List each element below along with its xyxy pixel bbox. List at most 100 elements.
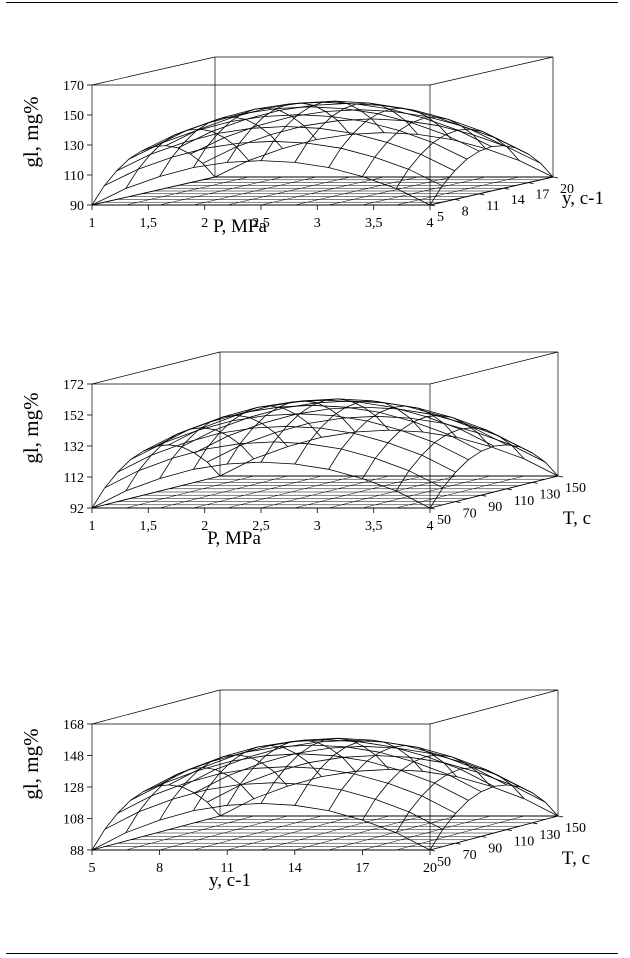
y-tick-mark [479, 193, 485, 196]
surface-wire-row [190, 109, 529, 155]
surface-wire-row [168, 737, 507, 786]
surface-wire-row [219, 768, 559, 817]
surface-wire-row [219, 429, 559, 477]
surface-wire-col [362, 116, 486, 177]
y-tick-label: 20 [560, 182, 574, 197]
x-tick-label: 1,5 [140, 216, 158, 231]
surface-wire-row [194, 406, 533, 454]
surface-wire-col [362, 414, 491, 479]
y-tick-label: 50 [437, 855, 451, 870]
surface-wire-col [429, 444, 559, 509]
z-tick-label: 92 [70, 502, 84, 517]
z-tick-label: 112 [64, 471, 84, 486]
surface-wire-row [130, 413, 469, 461]
y-tick-label: 150 [565, 481, 586, 496]
z-tick-label: 172 [63, 378, 84, 393]
y-tick-label: 90 [488, 500, 502, 515]
y-tick-label: 11 [486, 199, 499, 214]
x-tick-label: 4 [427, 519, 434, 534]
y-tick-mark [455, 501, 461, 503]
x-tick-label: 2 [201, 519, 208, 534]
y-tick-mark [429, 507, 436, 510]
y-tick-label: 150 [565, 821, 586, 836]
y-tick-label: 50 [437, 513, 451, 528]
y-tick-mark [506, 488, 512, 491]
y-tick-mark [429, 204, 436, 207]
y-tick-mark [454, 199, 460, 201]
x-axis-label: y, c-1 [209, 870, 251, 891]
x-tick-label: 1 [89, 216, 96, 231]
y-tick-label: 8 [462, 204, 469, 219]
surface-wire-col [91, 145, 216, 206]
x-tick-label: 3,5 [365, 519, 383, 534]
z-tick-label: 110 [64, 169, 84, 184]
surface-wire-col [159, 414, 288, 479]
box-edge-top [91, 351, 221, 385]
y-tick-mark [528, 182, 534, 184]
y-axis-label: T, c [563, 508, 591, 529]
surface-wire-col [193, 107, 317, 168]
y-tick-label: 14 [511, 193, 525, 208]
y-tick-mark [557, 475, 564, 478]
surface-wire-col [328, 107, 452, 168]
y-tick-mark [506, 829, 512, 831]
z-axis-label: gl, mg% [19, 728, 43, 799]
z-tick-label: 150 [63, 109, 84, 124]
y-tick-label: 130 [539, 487, 560, 502]
surface-wire-col [395, 427, 525, 492]
z-tick-label: 108 [63, 813, 84, 828]
y-tick-mark [481, 494, 487, 497]
x-tick-label: 3 [314, 519, 321, 534]
surface-wire-row [168, 398, 507, 446]
surface-wire-row [207, 755, 546, 803]
surface-wire-col [125, 767, 255, 833]
y-tick-mark [532, 482, 538, 484]
surface-wire-row [130, 753, 469, 801]
x-tick-label: 5 [89, 861, 96, 876]
x-tick-label: 3,5 [365, 216, 383, 231]
surface-wire-col [362, 754, 491, 821]
surface-wire-row [155, 739, 495, 787]
box-edge-top [429, 689, 559, 725]
z-tick-label: 128 [63, 781, 84, 796]
surface-wire-col [260, 100, 385, 161]
surface-wire-col [226, 400, 356, 465]
box-edge-top [429, 351, 559, 385]
surface-wire-col [328, 405, 457, 470]
top-rule [6, 2, 618, 3]
surface-chart-2: 1 1,5 2 2,5 3 3,5 4 50 70 90 110 130 150 92 112 132 152 1… [0, 316, 630, 616]
y-tick-label: 110 [514, 835, 534, 850]
surface-wire-col [91, 444, 221, 509]
x-tick-label: 1 [89, 519, 96, 534]
surface-wire-col [226, 102, 351, 163]
x-axis-label: P, MPa [207, 528, 261, 549]
y-tick-mark [455, 842, 461, 845]
x-tick-label: 1,5 [140, 519, 158, 534]
x-tick-label: 2,5 [252, 519, 270, 534]
surface-wire-col [294, 739, 424, 806]
y-tick-label: 70 [463, 507, 477, 522]
z-tick-label: 170 [63, 79, 84, 94]
z-tick-label: 90 [70, 199, 84, 214]
x-tick-label: 17 [355, 861, 369, 876]
surface-wire-col [294, 400, 424, 465]
y-tick-label: 130 [539, 828, 560, 843]
y-tick-mark [532, 822, 538, 825]
z-tick-label: 148 [63, 750, 84, 765]
y-tick-label: 5 [437, 210, 444, 225]
surface-wire-col [193, 745, 322, 811]
surface-wire-col [395, 767, 525, 833]
x-tick-label: 8 [156, 861, 163, 876]
surface-chart-1: 1 1,5 2 2,5 3 3,5 4 5 8 11 14 17 20 90 110 130 150 170 P, … [0, 22, 630, 322]
surface-wire-col [91, 784, 221, 851]
bottom-rule [6, 953, 618, 954]
surface-wire-row [104, 441, 443, 489]
x-tick-label: 14 [288, 861, 302, 876]
surface-wire-row [104, 782, 443, 830]
z-tick-label: 152 [63, 409, 84, 424]
surface-wire-col [226, 739, 356, 806]
chart-svg: 1 1,5 2 2,5 3 3,5 4 50 70 90 110 130 150 92 112 132 152 1… [19, 351, 591, 549]
surface-wire-col [193, 405, 322, 470]
surface-wire-row [91, 802, 431, 851]
z-tick-label: 168 [63, 718, 84, 733]
